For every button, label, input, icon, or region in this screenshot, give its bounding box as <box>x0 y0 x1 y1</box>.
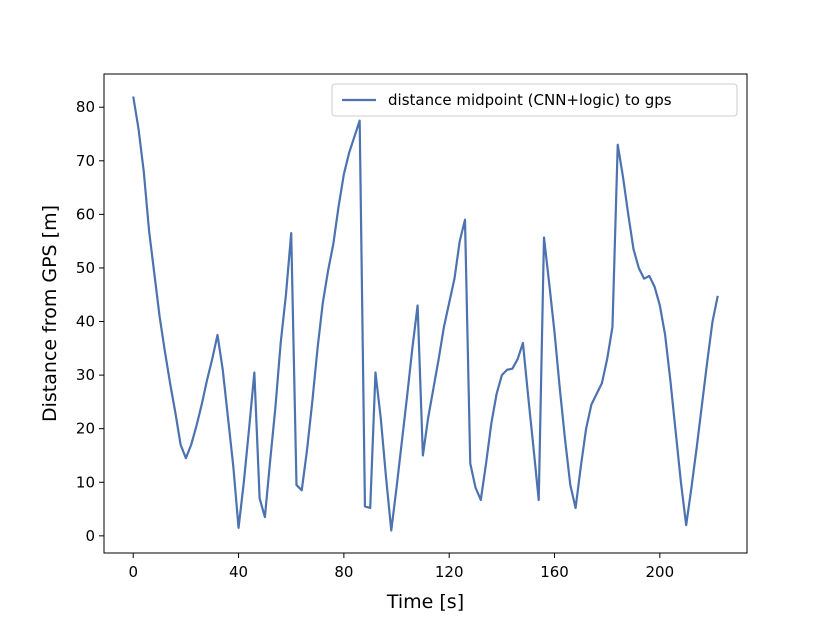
y-tick-label: 0 <box>85 527 95 545</box>
legend: distance midpoint (CNN+logic) to gps <box>331 83 738 117</box>
y-tick-label: 50 <box>76 259 95 277</box>
legend-box <box>331 83 738 117</box>
data-line <box>132 96 719 532</box>
x-tick-label: 80 <box>334 563 353 581</box>
y-tick-label: 60 <box>76 205 95 223</box>
y-tick-label: 30 <box>76 366 95 384</box>
x-tick-label: 200 <box>646 563 675 581</box>
x-axis-label: Time [s] <box>386 591 464 613</box>
y-axis-label: Distance from GPS [m] <box>39 205 61 422</box>
x-tick-label: 160 <box>540 563 569 581</box>
x-tick-label: 0 <box>128 563 138 581</box>
x-tick-label: 40 <box>229 563 248 581</box>
x-tick-label: 120 <box>435 563 464 581</box>
legend-label: distance midpoint (CNN+logic) to gps <box>388 91 672 109</box>
y-tick-label: 70 <box>76 152 95 170</box>
y-tick-label: 20 <box>76 420 95 438</box>
y-tick-label: 10 <box>76 473 95 491</box>
plot-frame <box>103 73 748 554</box>
y-tick-label: 40 <box>76 313 95 331</box>
y-tick-label: 80 <box>76 98 95 116</box>
